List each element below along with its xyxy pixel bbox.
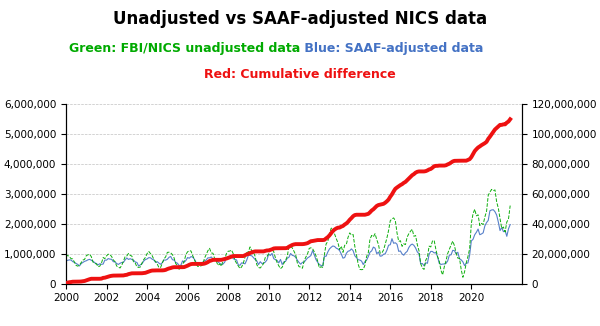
Text: Blue: SAAF-adjusted data: Blue: SAAF-adjusted data (300, 42, 484, 55)
Text: Unadjusted vs SAAF-adjusted NICS data: Unadjusted vs SAAF-adjusted NICS data (113, 10, 487, 28)
Text: Red: Cumulative difference: Red: Cumulative difference (204, 68, 396, 82)
Text: Green: FBI/NICS unadjusted data: Green: FBI/NICS unadjusted data (69, 42, 300, 55)
